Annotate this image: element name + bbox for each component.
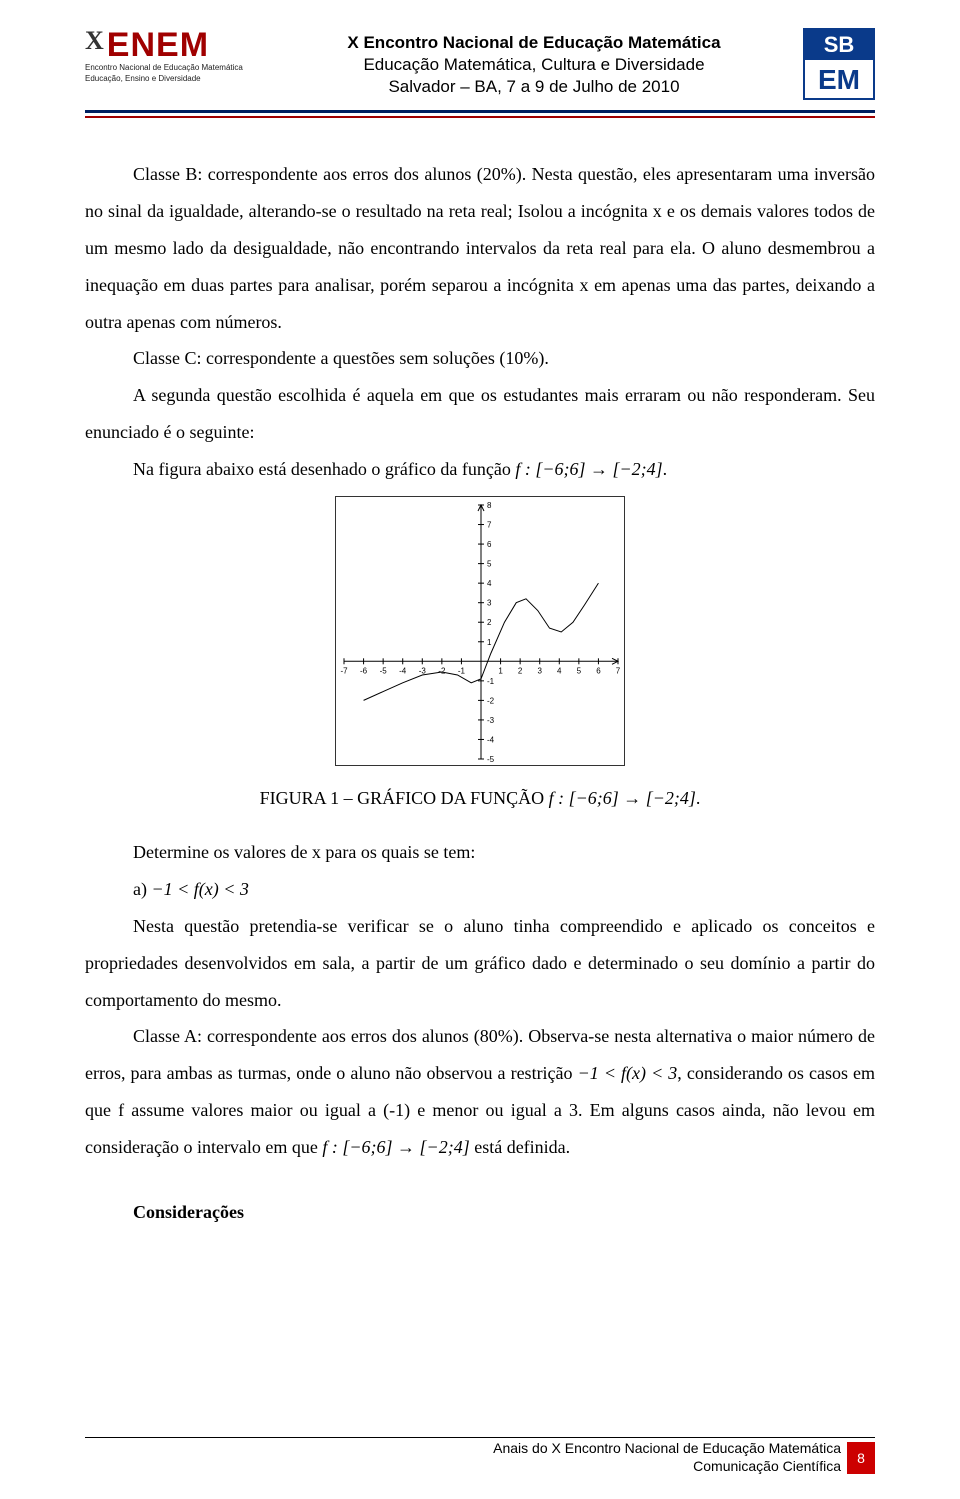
classe-a-post: está definida. (470, 1137, 570, 1157)
svg-text:-6: -6 (360, 666, 368, 675)
svg-text:5: 5 (487, 560, 492, 569)
svg-text:7: 7 (616, 666, 621, 675)
figure-caption-math: f : [−6;6] → [−2;4] (549, 788, 696, 808)
paragraph-objective: Nesta questão pretendia-se verificar se … (85, 908, 875, 1019)
enem-logo: XENEM Encontro Nacional de Educação Mate… (85, 28, 265, 84)
header-rule (85, 110, 875, 118)
paragraph-figure-intro: Na figura abaixo está desenhado o gráfic… (85, 451, 875, 488)
figure-caption: FIGURA 1 – GRÁFICO DA FUNÇÃO f : [−6;6] … (85, 780, 875, 816)
graph-svg: -7-6-5-4-3-2-11234567-5-4-3-2-112345678 (335, 496, 625, 766)
svg-text:3: 3 (537, 666, 542, 675)
svg-text:6: 6 (596, 666, 601, 675)
header-title: X Encontro Nacional de Educação Matemáti… (265, 32, 803, 54)
classe-a-math2: f : [−6;6] → [−2;4] (322, 1137, 469, 1157)
svg-text:4: 4 (557, 666, 562, 675)
page-number: 8 (847, 1442, 875, 1474)
header-location: Salvador – BA, 7 a 9 de Julho de 2010 (265, 76, 803, 98)
footer-line1: Anais do X Encontro Nacional de Educação… (493, 1440, 841, 1458)
svg-text:-4: -4 (399, 666, 407, 675)
svg-text:-2: -2 (487, 696, 495, 705)
figure-intro-math: f : [−6;6] → [−2;4] (515, 459, 662, 479)
svg-text:-7: -7 (340, 666, 348, 675)
svg-text:8: 8 (487, 501, 492, 510)
svg-text:-3: -3 (487, 716, 495, 725)
enem-logo-sub1: Encontro Nacional de Educação Matemática (85, 64, 265, 73)
svg-text:3: 3 (487, 599, 492, 608)
figure-caption-post: . (696, 788, 701, 808)
svg-text:1: 1 (498, 666, 503, 675)
svg-text:-5: -5 (380, 666, 388, 675)
svg-text:4: 4 (487, 579, 492, 588)
svg-text:-1: -1 (487, 677, 495, 686)
page-footer: Anais do X Encontro Nacional de Educação… (85, 1437, 875, 1475)
svg-text:-3: -3 (419, 666, 427, 675)
enem-logo-main: ENEM (107, 26, 209, 64)
figure-intro-pre: Na figura abaixo está desenhado o gráfic… (133, 459, 515, 479)
paragraph-classe-c: Classe C: correspondente a questões sem … (85, 340, 875, 377)
classe-a-math1: −1 < f(x) < 3 (578, 1063, 678, 1083)
svg-text:-1: -1 (458, 666, 466, 675)
page-header: XENEM Encontro Nacional de Educação Mate… (85, 28, 875, 100)
figure-caption-pre: FIGURA 1 – GRÁFICO DA FUNÇÃO (260, 788, 549, 808)
sbem-logo: SB EM (803, 28, 875, 100)
header-subtitle: Educação Matemática, Cultura e Diversida… (265, 54, 803, 76)
paragraph-classe-a: Classe A: correspondente aos erros dos a… (85, 1018, 875, 1166)
footer-line2: Comunicação Científica (493, 1458, 841, 1476)
svg-text:-2: -2 (438, 666, 446, 675)
svg-text:-4: -4 (487, 735, 495, 744)
item-a: a) −1 < f(x) < 3 (133, 871, 875, 908)
item-a-math: −1 < f(x) < 3 (151, 879, 248, 899)
svg-text:2: 2 (487, 618, 492, 627)
svg-text:5: 5 (577, 666, 582, 675)
enem-logo-sub2: Educação, Ensino e Diversidade (85, 75, 265, 84)
svg-text:6: 6 (487, 540, 492, 549)
sbem-logo-top: SB (805, 30, 873, 60)
svg-text:1: 1 (487, 638, 492, 647)
header-center: X Encontro Nacional de Educação Matemáti… (265, 28, 803, 98)
footer-text: Anais do X Encontro Nacional de Educação… (493, 1440, 841, 1475)
sbem-logo-bottom: EM (805, 60, 873, 98)
determine-line: Determine os valores de x para os quais … (133, 834, 875, 871)
svg-text:7: 7 (487, 521, 492, 530)
section-heading: Considerações (133, 1194, 875, 1230)
item-a-label: a) (133, 879, 151, 899)
svg-text:-5: -5 (487, 755, 495, 764)
paragraph-classe-b: Classe B: correspondente aos erros dos a… (85, 156, 875, 340)
paragraph-q2-intro: A segunda questão escolhida é aquela em … (85, 377, 875, 451)
svg-text:2: 2 (518, 666, 523, 675)
enem-logo-prefix: X (85, 26, 105, 55)
graph-figure: -7-6-5-4-3-2-11234567-5-4-3-2-112345678 (85, 496, 875, 774)
figure-intro-post: . (663, 459, 668, 479)
